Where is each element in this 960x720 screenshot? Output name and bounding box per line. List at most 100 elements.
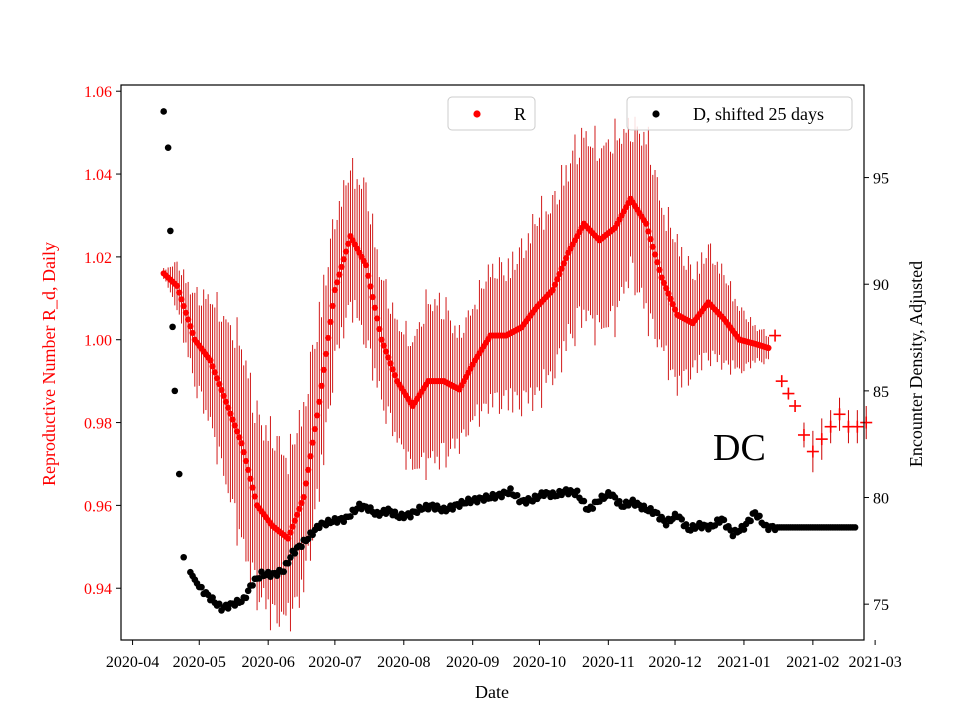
r-plus-point: [769, 329, 782, 342]
r-point: [325, 334, 332, 342]
r-point: [660, 279, 668, 287]
r-point: [245, 466, 252, 473]
r-point: [654, 259, 661, 266]
r-point: [233, 428, 241, 435]
r-point: [249, 484, 256, 491]
r-point: [309, 439, 316, 446]
d-point: [573, 487, 581, 495]
d-point: [407, 513, 414, 521]
r-point: [643, 220, 650, 227]
r-point: [338, 263, 345, 271]
r-point: [289, 523, 296, 530]
r-point: [391, 372, 399, 379]
r-point: [667, 295, 674, 302]
r-point: [549, 286, 556, 294]
right-y-tick-label: 75: [873, 597, 889, 614]
d-point: [244, 587, 252, 595]
r-point: [229, 416, 236, 423]
r-point: [320, 366, 327, 373]
legend-r-label: R: [514, 104, 526, 124]
r-point: [331, 286, 338, 294]
r-point: [376, 325, 383, 333]
r-point: [671, 306, 679, 313]
plot-frame: [120, 84, 865, 641]
d-point: [273, 572, 281, 580]
r-point: [298, 499, 305, 507]
x-tick-label: 2020-11: [582, 654, 635, 671]
d-point: [720, 516, 728, 524]
r-point: [176, 289, 183, 296]
d-point: [291, 550, 299, 557]
r-point: [556, 270, 563, 278]
r-point: [209, 363, 216, 370]
r-point: [189, 329, 196, 337]
r-plus-point: [782, 387, 795, 400]
r-point: [554, 276, 561, 283]
d-point: [756, 512, 763, 520]
r-point: [300, 494, 307, 501]
d-point: [164, 144, 172, 152]
r-point: [305, 466, 312, 473]
d-point-layer: [160, 108, 859, 614]
r-plus-point: [789, 399, 802, 412]
d-point: [611, 494, 619, 501]
r-point: [369, 294, 376, 301]
r-point: [291, 517, 298, 524]
r-point: [560, 260, 567, 267]
left-y-tick-label: 0.94: [84, 581, 112, 598]
d-point: [224, 605, 232, 612]
r-point: [251, 493, 258, 500]
r-point: [336, 271, 343, 278]
d-point: [280, 568, 288, 575]
r-point: [231, 422, 238, 429]
x-tick-label: 2020-05: [173, 654, 226, 671]
d-point: [751, 509, 759, 516]
r-point: [649, 243, 656, 250]
r-point: [329, 302, 336, 310]
legend-d-marker: [652, 110, 660, 118]
legend-d-box: [626, 96, 853, 131]
r-point: [378, 336, 385, 343]
r-point: [293, 511, 301, 518]
left-y-tick-label: 1.04: [84, 167, 112, 184]
r-plus-point: [806, 445, 819, 458]
r-point: [367, 283, 374, 290]
d-point: [298, 543, 305, 551]
x-tick-label: 2021-02: [786, 654, 839, 671]
right-y-tick-label: 95: [873, 171, 889, 188]
x-tick-label: 2021-01: [717, 654, 770, 671]
r-point: [765, 344, 772, 352]
right-y-axis-label: Encounter Density, Adjusted: [906, 261, 926, 467]
r-point: [180, 302, 187, 310]
r-point: [213, 375, 221, 382]
x-tick-label: 2020-12: [648, 654, 701, 671]
r-point: [371, 304, 378, 311]
left-y-axis-label: Reproductive Number R_d, Daily: [39, 242, 59, 486]
r-point: [302, 480, 310, 487]
r-point: [380, 342, 387, 349]
r-point: [656, 266, 663, 274]
x-tick-label: 2020-10: [513, 654, 566, 671]
r-point: [389, 366, 396, 373]
right-y-tick-label: 85: [873, 384, 889, 401]
right-y-tick-label: 80: [873, 491, 889, 508]
legend-d: D, shifted 25 days: [626, 96, 853, 131]
x-axis-label: Date: [475, 682, 509, 702]
d-point: [242, 594, 250, 602]
r-point: [307, 453, 314, 460]
r-point: [313, 412, 321, 419]
r-point: [220, 392, 227, 400]
r-point: [663, 285, 670, 292]
d-point: [456, 503, 463, 511]
d-point: [167, 227, 174, 235]
r-point: [322, 350, 330, 358]
legend-d-label: D, shifted 25 days: [693, 104, 824, 124]
d-point: [653, 509, 661, 517]
x-axis: 2020-04 2020-05 2020-06 2020-07 2020-08 2020-…: [106, 640, 902, 671]
r-point: [236, 434, 243, 441]
r-point: [187, 323, 194, 330]
r-point: [387, 360, 394, 367]
d-point: [160, 108, 167, 115]
x-tick-label: 2020-08: [377, 654, 430, 671]
r-point: [333, 279, 341, 286]
